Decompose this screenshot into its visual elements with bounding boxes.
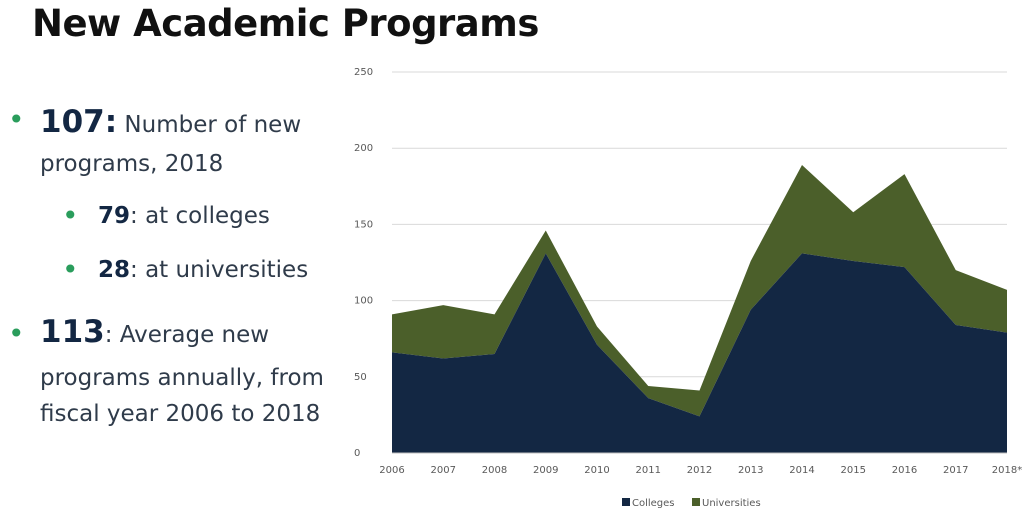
x-tick-label: 2016: [892, 465, 917, 476]
x-tick-label: 2018*: [992, 465, 1022, 476]
bullet-marker: •: [62, 199, 79, 232]
legend-swatch-universities: [692, 498, 700, 506]
x-tick-label: 2014: [789, 465, 814, 476]
stat-text-cont: fiscal year 2006 to 2018: [40, 401, 321, 427]
page-title: New Academic Programs: [32, 2, 539, 45]
x-tick-label: 2011: [636, 465, 661, 476]
y-tick-label: 50: [354, 372, 367, 383]
x-tick-label: 2015: [841, 465, 866, 476]
x-tick-label: 2013: [738, 465, 763, 476]
x-tick-label: 2006: [379, 465, 404, 476]
y-tick-label: 250: [354, 67, 373, 78]
stat-text-cont: programs annually, from: [40, 365, 324, 391]
x-tick-label: 2017: [943, 465, 968, 476]
legend-label-colleges: Colleges: [632, 498, 675, 509]
x-tick-label: 2012: [687, 465, 712, 476]
legend-label-universities: Universities: [702, 498, 761, 509]
stat-text: : at universities: [130, 257, 309, 283]
y-tick-label: 200: [354, 143, 373, 154]
area-colleges: [392, 253, 1007, 453]
x-tick-label: 2010: [584, 465, 609, 476]
x-tick-label: 2007: [431, 465, 456, 476]
area-universities: [392, 164, 1007, 417]
stat-number: 79: [98, 203, 131, 229]
stat-number: 28: [98, 257, 131, 283]
bullet-marker: •: [8, 103, 25, 136]
y-tick-label: 150: [354, 219, 373, 230]
x-tick-label: 2008: [482, 465, 507, 476]
bullet-marker: •: [8, 317, 25, 350]
x-tick-label: 2009: [533, 465, 558, 476]
stat-text-cont: programs, 2018: [40, 151, 224, 177]
stat-text: : at colleges: [130, 203, 270, 229]
stat-text: Number of new: [124, 112, 302, 138]
bullet-colleges: 79: at colleges: [98, 198, 270, 234]
bullet-marker: •: [62, 253, 79, 286]
bullet-average: 113: Average new: [40, 314, 269, 353]
y-tick-label: 0: [354, 448, 360, 459]
y-tick-label: 100: [354, 296, 373, 307]
stat-text: : Average new: [104, 322, 270, 348]
legend-swatch-colleges: [622, 498, 630, 506]
bullet-universities: 28: at universities: [98, 252, 308, 288]
area-chart: 0 50 100 150 200 250 2006 2007 2008 2009 2010 2011 2…: [354, 67, 1022, 509]
stat-number: 113: [40, 314, 105, 350]
bullet-new-programs: 107: Number of new: [40, 104, 301, 143]
stat-number: 107:: [40, 104, 118, 140]
